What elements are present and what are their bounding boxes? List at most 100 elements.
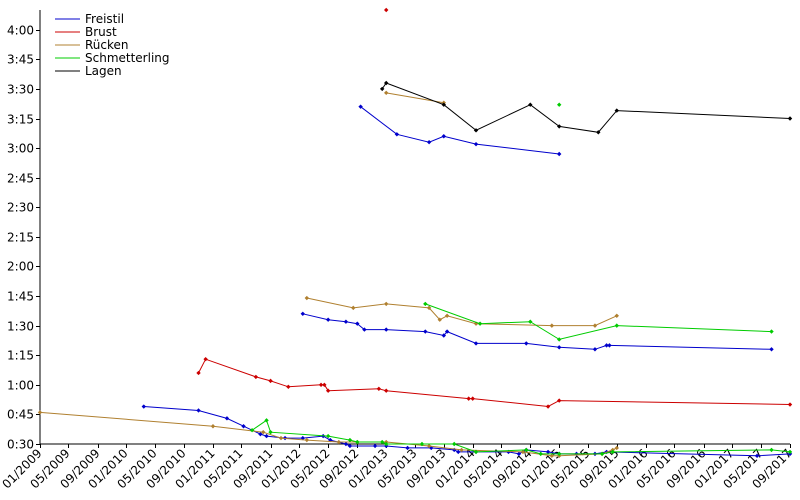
data-point bbox=[347, 443, 353, 449]
y-tick-label: 1:30 bbox=[7, 320, 34, 334]
data-point bbox=[549, 323, 555, 328]
y-tick-label: 0:30 bbox=[7, 438, 34, 452]
series-r-cken bbox=[37, 90, 619, 459]
data-point bbox=[473, 141, 479, 147]
data-point bbox=[304, 437, 310, 443]
data-point bbox=[268, 429, 273, 435]
series-line bbox=[381, 82, 791, 133]
data-point bbox=[405, 445, 410, 451]
data-point bbox=[241, 424, 246, 429]
data-point bbox=[473, 341, 479, 346]
data-point bbox=[419, 441, 425, 447]
data-point bbox=[470, 396, 475, 401]
data-point bbox=[596, 130, 601, 135]
series-line bbox=[425, 303, 772, 340]
data-point bbox=[286, 384, 291, 389]
data-point bbox=[304, 295, 310, 301]
y-tick-label: 2:00 bbox=[7, 260, 34, 274]
data-point bbox=[556, 151, 562, 157]
y-tick-label: 0:45 bbox=[7, 408, 34, 422]
data-point bbox=[423, 301, 428, 307]
data-point bbox=[37, 410, 43, 415]
data-point bbox=[423, 329, 428, 334]
data-point bbox=[426, 305, 432, 311]
data-point bbox=[556, 337, 562, 342]
legend-label: Rücken bbox=[85, 38, 129, 52]
data-point bbox=[754, 453, 760, 459]
data-point bbox=[556, 398, 562, 403]
legend-label: Lagen bbox=[85, 64, 122, 78]
data-point bbox=[325, 433, 331, 439]
data-point bbox=[607, 343, 612, 348]
data-point bbox=[549, 453, 555, 459]
data-point bbox=[249, 427, 255, 433]
data-point bbox=[325, 388, 331, 393]
data-point bbox=[379, 86, 385, 92]
data-point bbox=[524, 341, 529, 346]
data-point bbox=[466, 396, 471, 401]
series-brust bbox=[196, 7, 793, 409]
data-point bbox=[362, 327, 367, 332]
data-point bbox=[384, 441, 389, 447]
data-point bbox=[379, 439, 385, 445]
y-tick-label: 3:00 bbox=[7, 142, 34, 156]
data-point bbox=[376, 386, 382, 391]
series-layer bbox=[37, 7, 793, 459]
legend-label: Schmetterling bbox=[85, 51, 170, 65]
data-point bbox=[322, 382, 327, 388]
data-point bbox=[300, 311, 305, 316]
data-point bbox=[355, 439, 360, 445]
data-point bbox=[203, 356, 208, 362]
data-point bbox=[351, 305, 356, 311]
y-tick-label: 1:00 bbox=[7, 379, 34, 393]
data-point bbox=[441, 134, 446, 139]
data-point bbox=[614, 445, 619, 451]
series-line bbox=[306, 297, 618, 327]
y-tick-label: 3:30 bbox=[7, 83, 34, 97]
data-point bbox=[394, 132, 400, 137]
data-point bbox=[444, 313, 450, 318]
data-point bbox=[524, 447, 529, 453]
data-point bbox=[787, 402, 793, 407]
data-point bbox=[384, 90, 389, 96]
data-point bbox=[769, 347, 774, 352]
y-tick-label: 3:45 bbox=[7, 53, 34, 67]
data-point bbox=[336, 439, 342, 445]
y-tick-label: 1:45 bbox=[7, 290, 34, 304]
data-point bbox=[538, 451, 543, 457]
data-point bbox=[473, 128, 479, 133]
data-point bbox=[592, 323, 598, 328]
data-point bbox=[545, 449, 551, 455]
data-point bbox=[473, 449, 479, 455]
legend-label: Brust bbox=[85, 25, 117, 39]
data-point bbox=[268, 378, 273, 384]
data-point bbox=[347, 437, 353, 443]
series-line bbox=[198, 358, 791, 408]
data-point bbox=[318, 382, 324, 388]
data-point bbox=[614, 313, 619, 318]
data-point bbox=[300, 435, 305, 441]
data-point bbox=[278, 435, 284, 441]
data-point bbox=[604, 343, 609, 348]
data-point bbox=[384, 301, 389, 307]
series-line bbox=[39, 411, 618, 457]
y-tick-label: 3:15 bbox=[7, 113, 34, 127]
data-point bbox=[325, 317, 331, 322]
data-point bbox=[210, 424, 216, 429]
data-point bbox=[426, 443, 432, 449]
y-tick-label: 2:45 bbox=[7, 172, 34, 186]
data-point bbox=[556, 102, 562, 107]
data-point bbox=[264, 418, 269, 423]
data-point bbox=[520, 449, 526, 455]
data-point bbox=[224, 416, 230, 421]
data-point bbox=[787, 449, 793, 455]
data-point bbox=[787, 116, 793, 121]
data-point bbox=[437, 317, 442, 322]
data-point bbox=[456, 449, 461, 455]
legend-label: Freistil bbox=[85, 12, 124, 26]
series-freistil bbox=[141, 104, 793, 459]
data-point bbox=[556, 345, 562, 350]
data-point bbox=[614, 323, 619, 328]
